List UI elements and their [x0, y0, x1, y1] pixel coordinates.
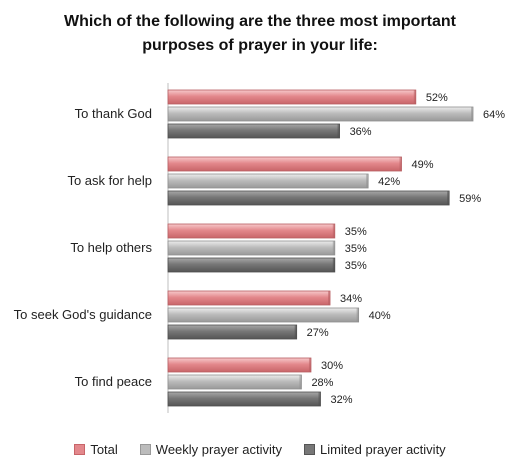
bar-cap [332, 224, 335, 238]
data-label: 40% [369, 310, 391, 322]
legend-swatch-total [74, 444, 86, 455]
bar-total [167, 89, 417, 105]
bar-limited-prayer-activity [167, 123, 340, 139]
bar-total [167, 357, 312, 373]
bar-weekly-prayer-activity [167, 307, 360, 323]
bar-cap [332, 241, 335, 255]
legend-item-limited: Limited prayer activity [303, 442, 446, 457]
bar-total [167, 156, 402, 172]
bar-limited-prayer-activity [167, 190, 450, 206]
chart-title-line-1: Which of the following are the three mos… [63, 13, 456, 30]
data-label: 27% [307, 327, 329, 339]
bar-weekly-prayer-activity [167, 240, 336, 256]
bar-limited-prayer-activity [167, 391, 321, 407]
bar-total [167, 223, 336, 239]
bar-limited-prayer-activity [167, 324, 298, 340]
bar-cap [356, 308, 359, 322]
bar-cap [328, 291, 331, 305]
legend-item-total: Total [74, 442, 118, 457]
category-label: To help others [70, 240, 152, 255]
legend-label-weekly: Weekly prayer activity [155, 442, 282, 457]
legend-label-total: Total [90, 442, 118, 457]
data-label: 59% [459, 193, 481, 205]
data-label: 35% [345, 243, 367, 255]
data-label: 64% [483, 109, 505, 121]
data-label: 35% [345, 260, 367, 272]
legend-swatch-limited [303, 444, 315, 455]
bar-cap [332, 258, 335, 272]
bar-cap [337, 124, 340, 138]
bar-cap [308, 358, 311, 372]
chart-title-line-2: purposes of prayer in your life: [142, 37, 378, 54]
bar-weekly-prayer-activity [167, 106, 474, 122]
bar-limited-prayer-activity [167, 257, 336, 273]
bar-cap [447, 191, 450, 205]
data-label: 30% [321, 360, 343, 372]
data-label: 49% [412, 159, 434, 171]
bar-cap [366, 174, 369, 188]
legend-item-weekly: Weekly prayer activity [139, 442, 282, 457]
bar-cap [471, 107, 473, 121]
data-label: 34% [340, 293, 362, 305]
data-label: 35% [345, 226, 367, 238]
legend: Total Weekly prayer activity Limited pra… [0, 442, 520, 457]
bar-weekly-prayer-activity [167, 374, 302, 390]
bar-cap [413, 90, 416, 104]
data-label: 32% [331, 394, 353, 406]
category-label: To thank God [75, 106, 152, 121]
data-label: 52% [426, 92, 448, 104]
data-label: 42% [378, 176, 400, 188]
category-label: To ask for help [67, 173, 152, 188]
category-label: To seek God's guidance [14, 307, 152, 322]
bar-total [167, 290, 331, 306]
category-label: To find peace [75, 374, 152, 389]
bar-cap [294, 325, 297, 339]
bar-cap [399, 157, 402, 171]
legend-label-limited: Limited prayer activity [319, 442, 446, 457]
bar-cap [299, 375, 302, 389]
legend-swatch-weekly [139, 444, 151, 455]
bar-cap [318, 392, 321, 406]
bar-weekly-prayer-activity [167, 173, 369, 189]
data-label: 28% [311, 377, 333, 389]
data-label: 36% [350, 126, 372, 138]
